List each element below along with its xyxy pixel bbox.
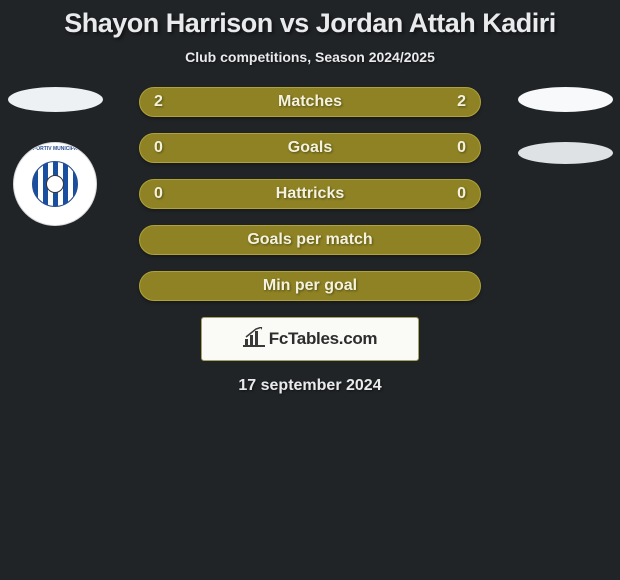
stat-value-left: 0 — [154, 185, 163, 203]
club-badge-text: SPORTIV MUNICIPAL — [30, 146, 81, 152]
stat-value-right: 0 — [457, 185, 466, 203]
stat-value-right: 0 — [457, 139, 466, 157]
subtitle: Club competitions, Season 2024/2025 — [0, 49, 620, 65]
left-club-badge: SPORTIV MUNICIPAL — [13, 142, 97, 226]
stat-bar: Hattricks 0 0 — [139, 179, 481, 209]
brand-box: FcTables.com — [201, 317, 419, 361]
stat-label: Min per goal — [263, 277, 357, 295]
stat-label: Hattricks — [276, 185, 344, 203]
stat-value-left: 0 — [154, 139, 163, 157]
bar-chart-icon — [243, 327, 265, 352]
brand-text: FcTables.com — [269, 329, 378, 349]
stat-value-left: 2 — [154, 93, 163, 111]
stat-value-right: 2 — [457, 93, 466, 111]
left-badge-column: SPORTIV MUNICIPAL — [0, 87, 110, 226]
right-team-oval-1 — [518, 87, 613, 112]
club-badge-ball-icon — [46, 175, 64, 193]
stat-label: Goals — [288, 139, 332, 157]
stat-label: Goals per match — [247, 231, 372, 249]
comparison-area: SPORTIV MUNICIPAL Matches22Goals00Hattri… — [0, 87, 620, 395]
stat-bar: Goals per match — [139, 225, 481, 255]
stat-bars: Matches 2 2 Goals 0 0 Hattricks 0 0 Goals per mat… — [139, 87, 481, 301]
page-title: Shayon Harrison vs Jordan Attah Kadiri — [0, 0, 620, 39]
right-badge-column — [510, 87, 620, 164]
stat-label: Matches — [278, 93, 342, 111]
left-team-oval-1 — [8, 87, 103, 112]
stat-bar: Min per goal — [139, 271, 481, 301]
stat-bar: Goals 0 0 — [139, 133, 481, 163]
stat-bar: Matches 2 2 — [139, 87, 481, 117]
right-team-oval-2 — [518, 142, 613, 164]
date-text: 17 september 2024 — [0, 377, 620, 395]
